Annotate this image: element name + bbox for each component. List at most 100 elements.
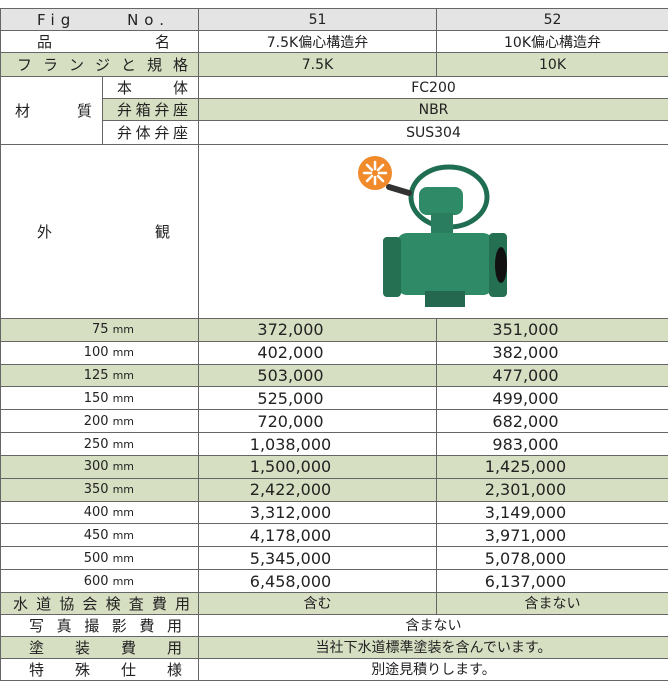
coating-row: 塗装費用当社下水道標準塗装を含んでいます。 <box>1 636 668 658</box>
unit: mm <box>113 346 134 359</box>
price: 2,301,000 <box>437 478 668 501</box>
price: 1,500,000 <box>199 455 437 478</box>
size-cell: 300 mm <box>1 455 199 478</box>
price: 2,422,000 <box>199 478 437 501</box>
row-label: 写真撮影費用 <box>1 614 199 636</box>
cell: 10K偏心構造弁 <box>437 31 668 53</box>
price: 477,000 <box>437 364 668 387</box>
row-label: 特殊仕様 <box>1 658 199 680</box>
price: 6,137,000 <box>437 570 668 593</box>
cell: 7.5K <box>199 53 437 77</box>
sub-label: 本体 <box>103 77 199 99</box>
row-label: 外観 <box>1 145 199 319</box>
unit: mm <box>113 506 134 519</box>
size-cell: 250 mm <box>1 433 199 456</box>
cell: 別途見積りします。 <box>199 658 668 680</box>
size-cell: 500 mm <box>1 547 199 570</box>
size-cell: 600 mm <box>1 570 199 593</box>
size: 75 <box>92 322 109 337</box>
size: 150 <box>84 391 109 406</box>
unit: mm <box>113 460 134 473</box>
unit: mm <box>113 438 134 451</box>
price: 382,000 <box>437 341 668 364</box>
size: 200 <box>84 414 109 429</box>
special-row: 特殊仕様別途見積りします。 <box>1 658 668 680</box>
unit: mm <box>113 369 134 382</box>
row-label: 塗装費用 <box>1 636 199 658</box>
price: 351,000 <box>437 319 668 342</box>
spec-table: Fig No. 51 52 品名 7.5K偏心構造弁 10K偏心構造弁 フランジ… <box>0 8 668 681</box>
column-header: 52 <box>437 9 668 31</box>
price: 983,000 <box>437 433 668 456</box>
size: 450 <box>84 528 109 543</box>
price: 3,312,000 <box>199 501 437 524</box>
size-cell: 200 mm <box>1 410 199 433</box>
price: 720,000 <box>199 410 437 433</box>
cell: 含まない <box>199 614 668 636</box>
valve <box>383 167 507 307</box>
size: 300 <box>84 459 109 474</box>
price: 4,178,000 <box>199 524 437 547</box>
size: 600 <box>84 574 109 589</box>
cell: NBR <box>199 99 668 121</box>
cell: 7.5K偏心構造弁 <box>199 31 437 53</box>
cell: SUS304 <box>199 121 668 145</box>
cell: 10K <box>437 53 668 77</box>
size-cell: 150 mm <box>1 387 199 410</box>
appearance-row: 外観 <box>1 145 668 319</box>
flange-row: フランジと規格 7.5K 10K <box>1 53 668 77</box>
column-header: 51 <box>199 9 437 31</box>
cell: 含む <box>199 592 437 614</box>
header-label: Fig No. <box>1 9 199 31</box>
name-row: 品名 7.5K偏心構造弁 10K偏心構造弁 <box>1 31 668 53</box>
price: 1,038,000 <box>199 433 437 456</box>
unit: mm <box>113 392 134 405</box>
size: 250 <box>84 437 109 452</box>
price: 503,000 <box>199 364 437 387</box>
unit: mm <box>113 483 134 496</box>
price: 525,000 <box>199 387 437 410</box>
size: 500 <box>84 551 109 566</box>
spec-table-wrap: Fig No. 51 52 品名 7.5K偏心構造弁 10K偏心構造弁 フランジ… <box>0 8 668 681</box>
cell: 含まない <box>437 592 668 614</box>
unit: mm <box>113 529 134 542</box>
unit: mm <box>113 552 134 565</box>
size-cell: 100 mm <box>1 341 199 364</box>
sub-label: 弁体弁座 <box>103 121 199 145</box>
size: 400 <box>84 505 109 520</box>
price: 682,000 <box>437 410 668 433</box>
price: 5,078,000 <box>437 547 668 570</box>
photo-row: 写真撮影費用含まない <box>1 614 668 636</box>
size-cell: 400 mm <box>1 501 199 524</box>
size: 125 <box>84 368 109 383</box>
size: 350 <box>84 482 109 497</box>
price: 372,000 <box>199 319 437 342</box>
unit: mm <box>113 575 134 588</box>
row-label: フランジと規格 <box>1 53 199 77</box>
price: 402,000 <box>199 341 437 364</box>
header-row: Fig No. 51 52 <box>1 9 668 31</box>
size-cell: 125 mm <box>1 364 199 387</box>
size: 100 <box>84 345 109 360</box>
price: 499,000 <box>437 387 668 410</box>
row-label: 材質 <box>1 77 103 145</box>
row-label: 水道協会検査費用 <box>1 592 199 614</box>
inspection-row: 水道協会検査費用含む含まない <box>1 592 668 614</box>
unit: mm <box>113 415 134 428</box>
price: 6,458,000 <box>199 570 437 593</box>
price: 5,345,000 <box>199 547 437 570</box>
size-cell: 450 mm <box>1 524 199 547</box>
